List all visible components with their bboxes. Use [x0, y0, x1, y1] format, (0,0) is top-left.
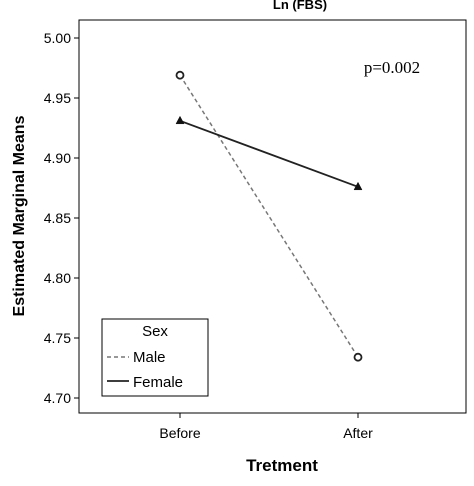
legend-box: [101, 318, 209, 397]
female-series-line: [179, 119, 359, 188]
y-axis-label: Estimated Marginal Means: [11, 115, 28, 316]
legend-title: Sex: [142, 323, 168, 340]
y-tick-label: 4.90: [44, 150, 71, 166]
y-tick-label: 4.95: [44, 90, 71, 106]
y-tick-label: 5.00: [44, 30, 71, 46]
male-point-before: [175, 70, 185, 80]
x-axis-ticks: Before After: [159, 413, 373, 441]
legend-female-label: Female: [133, 374, 183, 391]
y-tick-label: 4.85: [44, 210, 71, 226]
y-axis-ticks: 4.70 4.75 4.80 4.85 4.90 4.95 5.00: [44, 30, 79, 406]
x-tick-label: Before: [159, 425, 200, 441]
legend: Sex Male Female: [101, 318, 209, 397]
female-point-before: [175, 115, 185, 125]
chart-title: Ln (FBS): [273, 0, 327, 12]
series-layer: [175, 70, 363, 362]
p-value-annotation: p=0.002: [364, 58, 420, 77]
male-point-after: [353, 352, 363, 362]
x-tick-label: After: [343, 425, 373, 441]
x-axis-label: Tretment: [246, 456, 318, 475]
legend-male-label: Male: [133, 349, 166, 366]
y-tick-label: 4.70: [44, 390, 71, 406]
female-point-after: [353, 181, 363, 191]
y-tick-label: 4.80: [44, 270, 71, 286]
y-tick-label: 4.75: [44, 330, 71, 346]
